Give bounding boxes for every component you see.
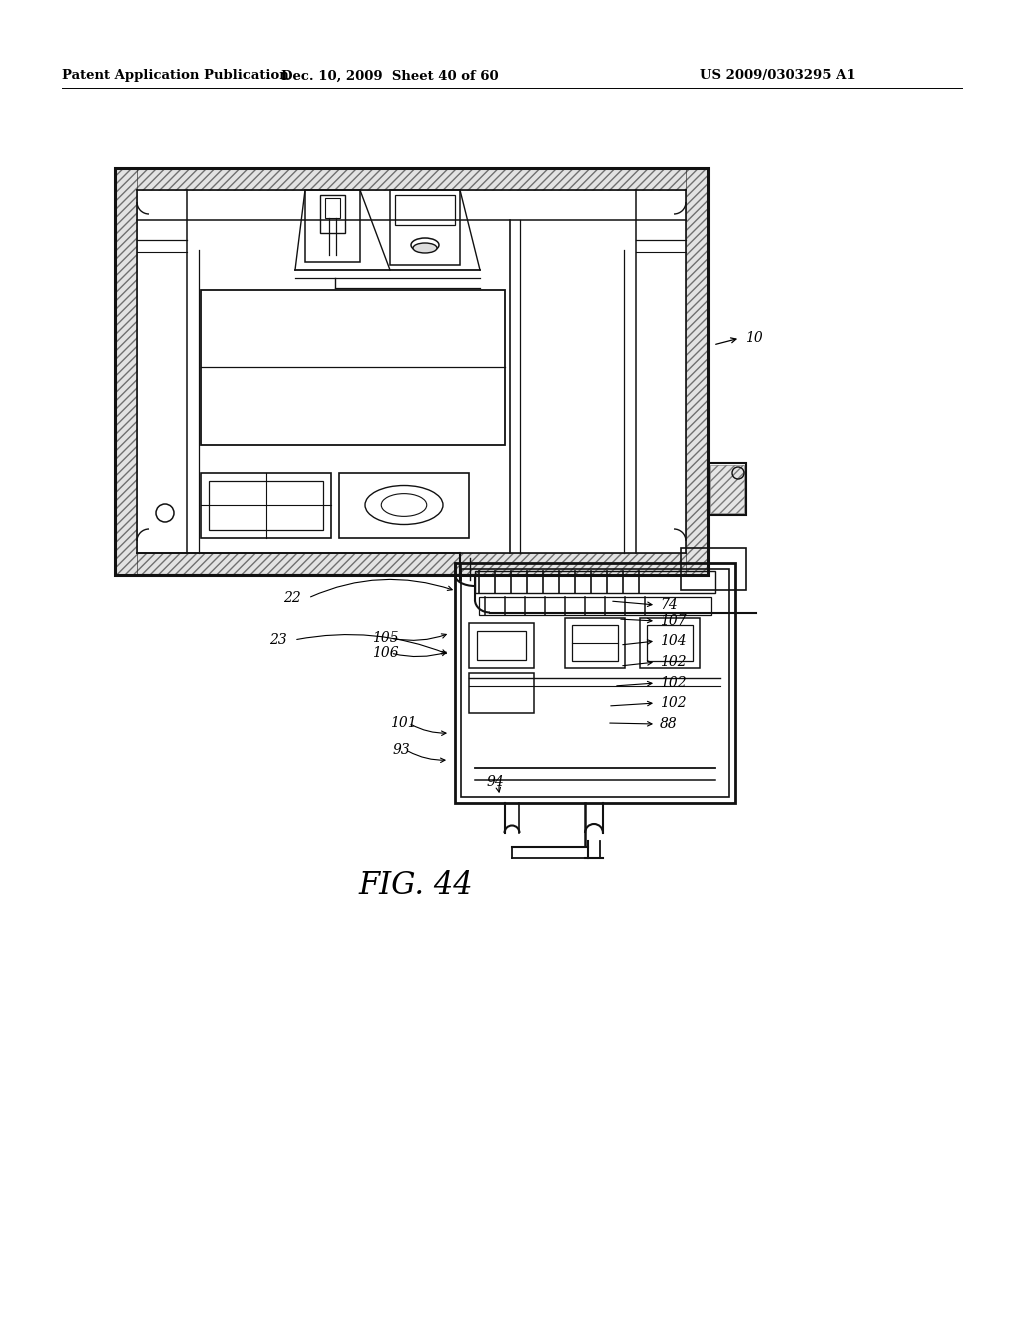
Bar bbox=[479, 597, 711, 615]
Bar bbox=[201, 473, 331, 539]
Text: 106: 106 bbox=[372, 645, 398, 660]
Text: 102: 102 bbox=[660, 676, 687, 690]
Text: Dec. 10, 2009  Sheet 40 of 60: Dec. 10, 2009 Sheet 40 of 60 bbox=[282, 70, 499, 82]
Text: 102: 102 bbox=[660, 655, 687, 669]
Ellipse shape bbox=[413, 243, 437, 253]
Text: 10: 10 bbox=[745, 331, 763, 345]
Bar bbox=[395, 195, 455, 224]
Bar bbox=[572, 624, 618, 661]
Text: 105: 105 bbox=[372, 631, 398, 645]
Text: 104: 104 bbox=[660, 634, 687, 648]
Bar bbox=[475, 572, 715, 593]
Text: 101: 101 bbox=[390, 715, 417, 730]
Bar bbox=[710, 465, 744, 513]
Bar bbox=[455, 564, 735, 803]
Bar bbox=[305, 190, 360, 261]
Text: 93: 93 bbox=[393, 743, 411, 756]
Bar bbox=[115, 168, 137, 576]
Bar bbox=[325, 198, 340, 218]
Bar bbox=[390, 190, 460, 265]
Bar bbox=[339, 473, 469, 539]
Bar bbox=[565, 618, 625, 668]
Bar bbox=[469, 673, 534, 713]
Text: US 2009/0303295 A1: US 2009/0303295 A1 bbox=[700, 70, 856, 82]
Bar bbox=[477, 631, 526, 660]
Bar bbox=[319, 195, 345, 234]
Text: Patent Application Publication: Patent Application Publication bbox=[62, 70, 289, 82]
Text: FIG. 44: FIG. 44 bbox=[358, 870, 473, 900]
Bar bbox=[201, 290, 505, 445]
Bar bbox=[461, 569, 729, 797]
Bar bbox=[115, 168, 708, 576]
Text: 88: 88 bbox=[660, 717, 678, 731]
Bar bbox=[647, 624, 693, 661]
Text: 22: 22 bbox=[283, 591, 301, 605]
Text: 107: 107 bbox=[660, 614, 687, 628]
Text: 94: 94 bbox=[487, 775, 505, 789]
Bar bbox=[137, 553, 686, 576]
Text: 74: 74 bbox=[660, 598, 678, 612]
Bar bbox=[686, 168, 708, 576]
Bar bbox=[708, 463, 746, 515]
Text: 102: 102 bbox=[660, 696, 687, 710]
Bar bbox=[469, 623, 534, 668]
Bar bbox=[640, 618, 700, 668]
Bar bbox=[681, 548, 746, 590]
Bar bbox=[209, 480, 323, 531]
Bar bbox=[137, 168, 686, 190]
Text: 23: 23 bbox=[269, 634, 287, 647]
